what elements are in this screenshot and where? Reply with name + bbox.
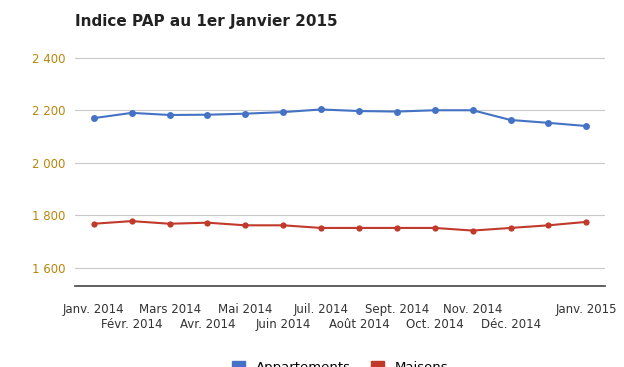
Text: Juil. 2014: Juil. 2014 [294, 303, 349, 316]
Maisons [545, 223, 552, 228]
Appartements [241, 112, 249, 116]
Maisons [280, 223, 287, 228]
Maisons [90, 222, 97, 226]
Appartements [545, 121, 552, 125]
Appartements [583, 124, 590, 128]
Text: Févr. 2014: Févr. 2014 [101, 318, 162, 331]
Appartements [393, 109, 401, 114]
Appartements [469, 108, 476, 112]
Text: Oct. 2014: Oct. 2014 [406, 318, 464, 331]
Maisons [431, 226, 439, 230]
Text: Avr. 2014: Avr. 2014 [180, 318, 235, 331]
Text: Mars 2014: Mars 2014 [139, 303, 201, 316]
Text: Août 2014: Août 2014 [329, 318, 389, 331]
Maisons [203, 221, 211, 225]
Appartements [318, 107, 325, 112]
Appartements [355, 109, 363, 113]
Appartements [203, 113, 211, 117]
Maisons [469, 228, 476, 233]
Line: Maisons: Maisons [90, 218, 590, 234]
Maisons [355, 226, 363, 230]
Maisons [583, 220, 590, 224]
Text: Nov. 2014: Nov. 2014 [443, 303, 502, 316]
Legend: Appartements, Maisons: Appartements, Maisons [232, 361, 448, 367]
Maisons [128, 219, 135, 223]
Maisons [241, 223, 249, 228]
Text: Juin 2014: Juin 2014 [256, 318, 311, 331]
Line: Appartements: Appartements [90, 106, 590, 130]
Appartements [431, 108, 439, 112]
Maisons [318, 226, 325, 230]
Maisons [166, 222, 173, 226]
Appartements [128, 111, 135, 115]
Text: Janv. 2014: Janv. 2014 [63, 303, 125, 316]
Text: Déc. 2014: Déc. 2014 [480, 318, 540, 331]
Maisons [507, 226, 514, 230]
Text: Janv. 2015: Janv. 2015 [555, 303, 617, 316]
Text: Indice PAP au 1er Janvier 2015: Indice PAP au 1er Janvier 2015 [75, 14, 338, 29]
Maisons [393, 226, 401, 230]
Appartements [90, 116, 97, 120]
Text: Mai 2014: Mai 2014 [218, 303, 273, 316]
Text: Sept. 2014: Sept. 2014 [365, 303, 429, 316]
Appartements [280, 110, 287, 114]
Appartements [507, 118, 514, 122]
Appartements [166, 113, 173, 117]
